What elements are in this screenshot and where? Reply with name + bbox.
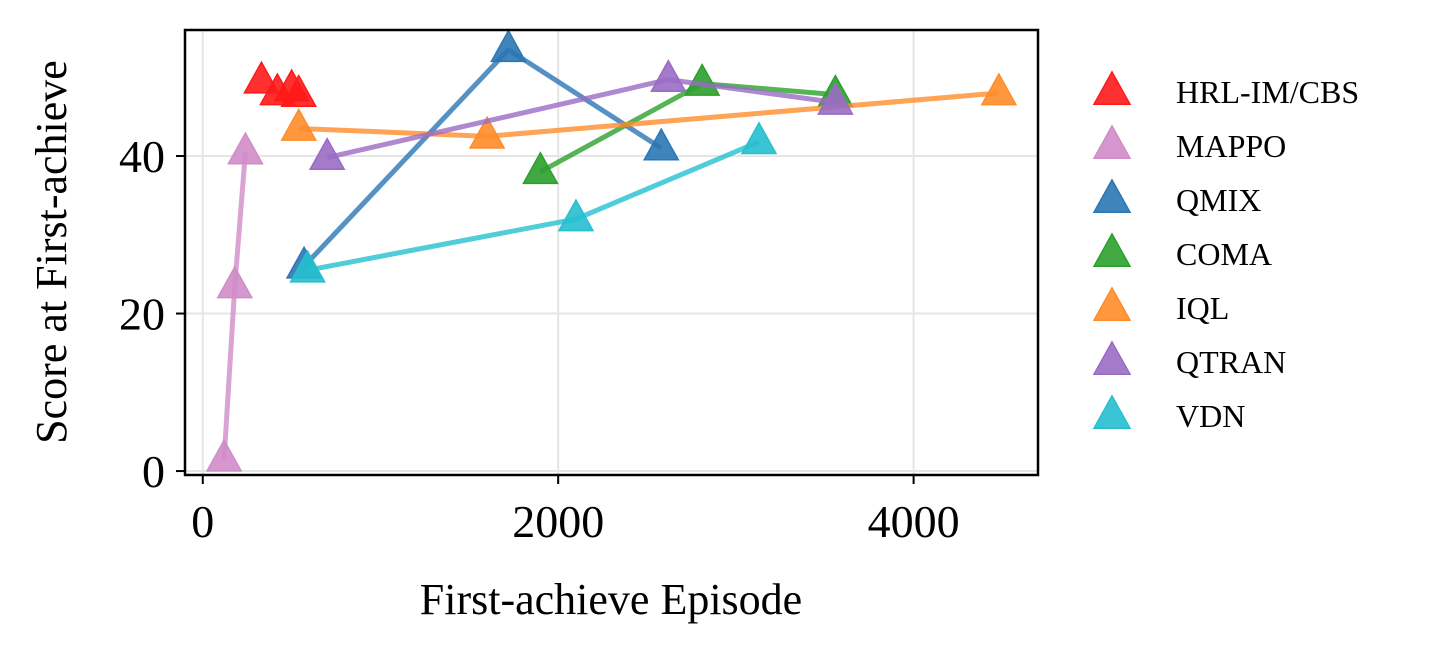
x-tick-label: 0 <box>191 496 214 547</box>
x-tick-label: 2000 <box>512 496 604 547</box>
data-point <box>205 438 243 472</box>
data-point <box>740 121 778 155</box>
y-axis-label: Score at First-achieve <box>27 60 76 444</box>
legend-label: COMA <box>1176 236 1272 272</box>
series-line <box>302 47 663 268</box>
y-tick-label: 40 <box>119 131 165 182</box>
data-point <box>289 249 326 283</box>
data-point <box>243 60 280 94</box>
plot-area-frame <box>183 28 1040 477</box>
legend-marker <box>1092 178 1132 214</box>
series-line <box>307 139 760 273</box>
data-point <box>642 127 680 161</box>
data-point <box>280 74 318 107</box>
series-line <box>221 151 248 460</box>
legend-label: HRL-IM/CBS <box>1176 74 1359 110</box>
x-axis-label: First-achieve Episode <box>420 575 802 624</box>
data-point <box>468 115 506 149</box>
data-point <box>683 63 721 96</box>
legend-label: VDN <box>1176 398 1245 434</box>
legend-label: QTRAN <box>1176 344 1286 380</box>
data-point <box>227 131 264 165</box>
grid <box>185 30 1038 475</box>
legend-marker <box>1092 394 1132 430</box>
legend-marker <box>1092 286 1132 322</box>
data-point <box>490 29 527 63</box>
legend-label: MAPPO <box>1176 128 1286 164</box>
data-point <box>522 151 559 185</box>
axis-ticks: 0 2000 4000 0 20 40 <box>119 131 960 547</box>
y-tick-label: 20 <box>119 289 165 340</box>
legend-marker <box>1092 232 1132 268</box>
series-1 <box>205 131 264 472</box>
data-point <box>650 59 687 92</box>
legend-label: QMIX <box>1176 182 1261 218</box>
data-point <box>216 265 254 299</box>
x-tick-label: 4000 <box>868 496 960 547</box>
legend-marker <box>1092 340 1132 376</box>
series-5 <box>308 59 854 170</box>
series-0 <box>243 60 318 107</box>
legend-marker <box>1092 124 1132 160</box>
data-point <box>280 107 318 141</box>
legend: HRL-IM/CBS MAPPO QMIX COMA IQL QTRAN VDN <box>1092 70 1359 434</box>
legend-label: IQL <box>1176 290 1229 326</box>
y-tick-label: 0 <box>142 446 165 497</box>
data-point <box>980 72 1018 106</box>
data-point <box>308 137 346 170</box>
legend-marker <box>1092 70 1132 106</box>
series-6 <box>289 121 778 283</box>
data-point <box>817 81 854 115</box>
data-point <box>557 198 595 232</box>
series-layer <box>205 29 1018 472</box>
